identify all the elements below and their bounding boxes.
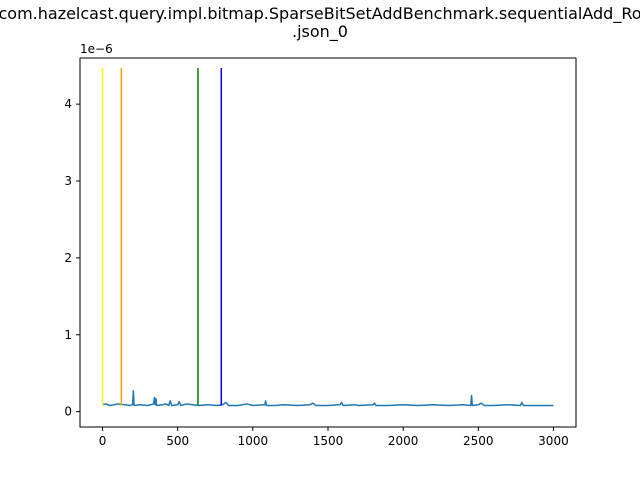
x-tick-label: 3000: [538, 434, 569, 448]
y-tick-label: 0: [64, 405, 72, 419]
x-tick-label: 0: [99, 434, 107, 448]
x-tick-label: 1000: [238, 434, 269, 448]
x-tick-label: 1500: [313, 434, 344, 448]
axis-ticks: 0 500 1000 1500 2000 2500 3000 0 1 2 3 4: [64, 97, 568, 448]
x-tick-label: 2000: [388, 434, 419, 448]
y-tick-label: 3: [64, 174, 72, 188]
y-tick-label: 4: [64, 97, 72, 111]
y-tick-label: 2: [64, 251, 72, 265]
chart-title-line-1: com.hazelcast.query.impl.bitmap.SparseBi…: [0, 4, 640, 24]
x-tick-label: 500: [166, 434, 189, 448]
y-tick-label: 1: [64, 328, 72, 342]
chart-title-line-2: .json_0: [292, 22, 348, 42]
series-line-0: [102, 390, 554, 407]
plot-area: [101, 67, 554, 407]
y-axis-offset-text: 1e−6: [80, 42, 113, 56]
x-tick-label: 2500: [463, 434, 494, 448]
